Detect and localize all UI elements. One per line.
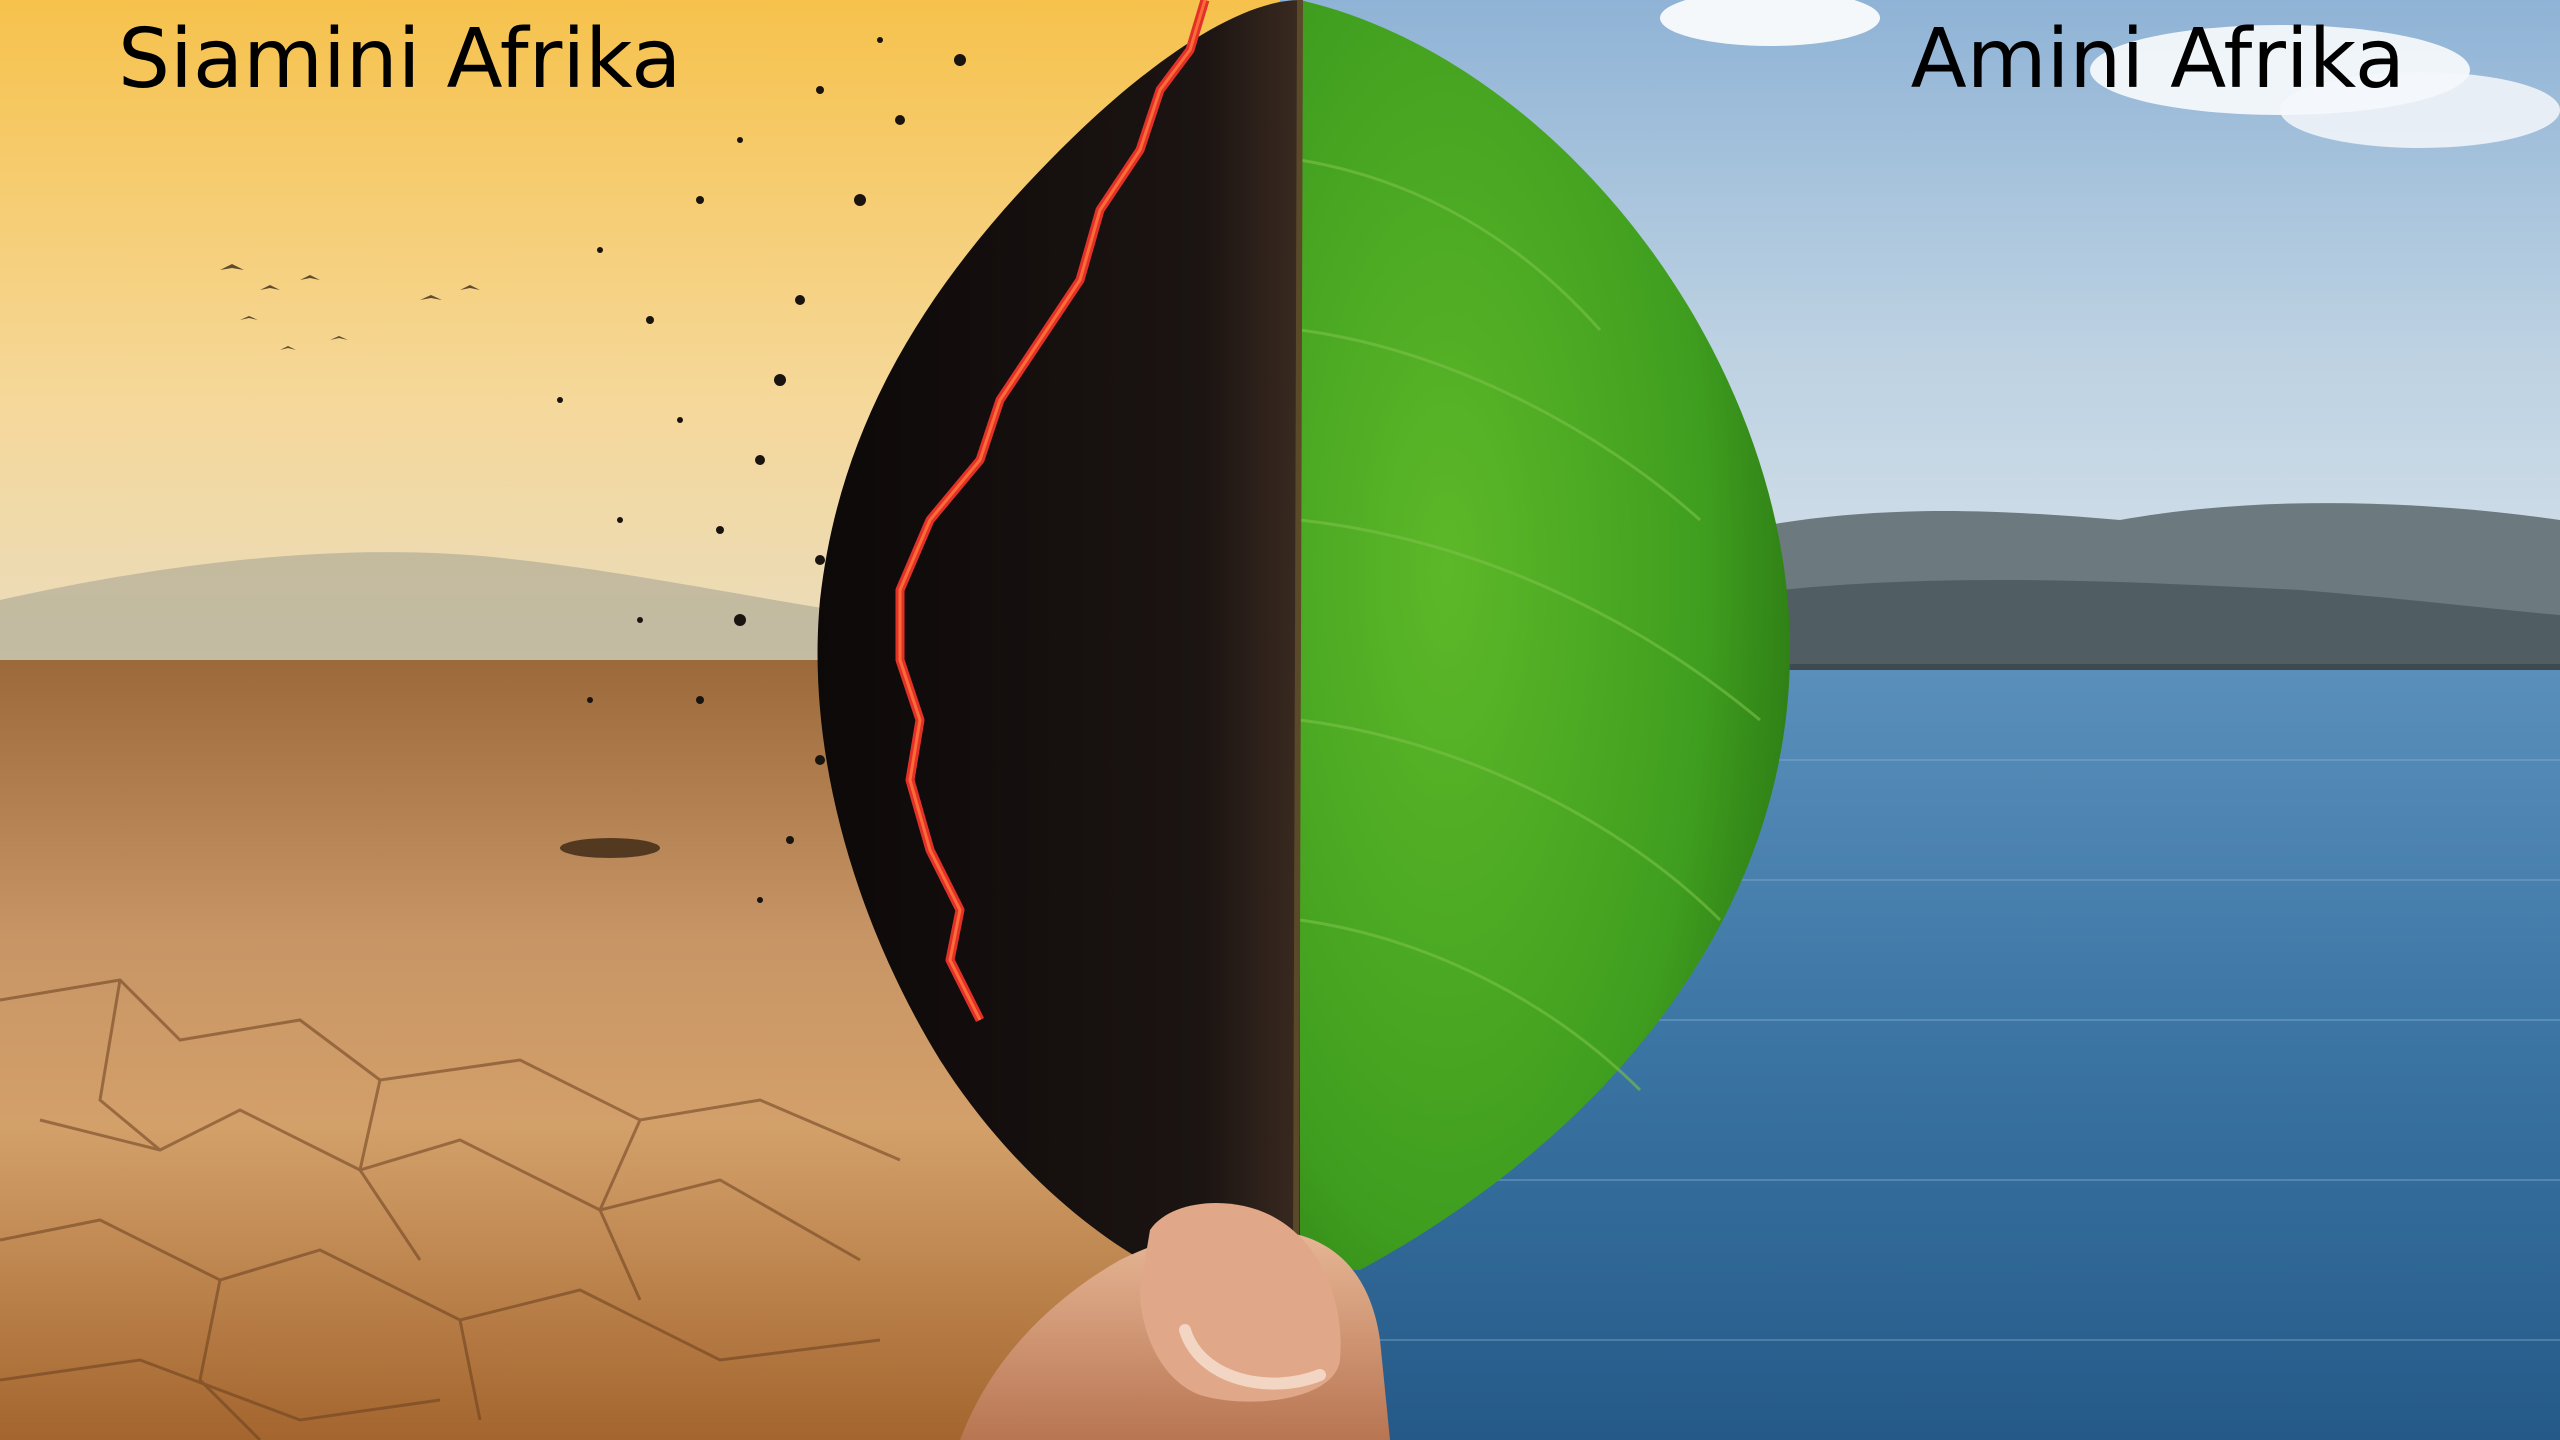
hand-holding-leaf <box>960 1203 1390 1440</box>
caption-right: Amini Afrika <box>1910 12 2405 107</box>
leaf <box>557 0 1790 1271</box>
caption-left: Siamini Afrika <box>118 12 682 107</box>
